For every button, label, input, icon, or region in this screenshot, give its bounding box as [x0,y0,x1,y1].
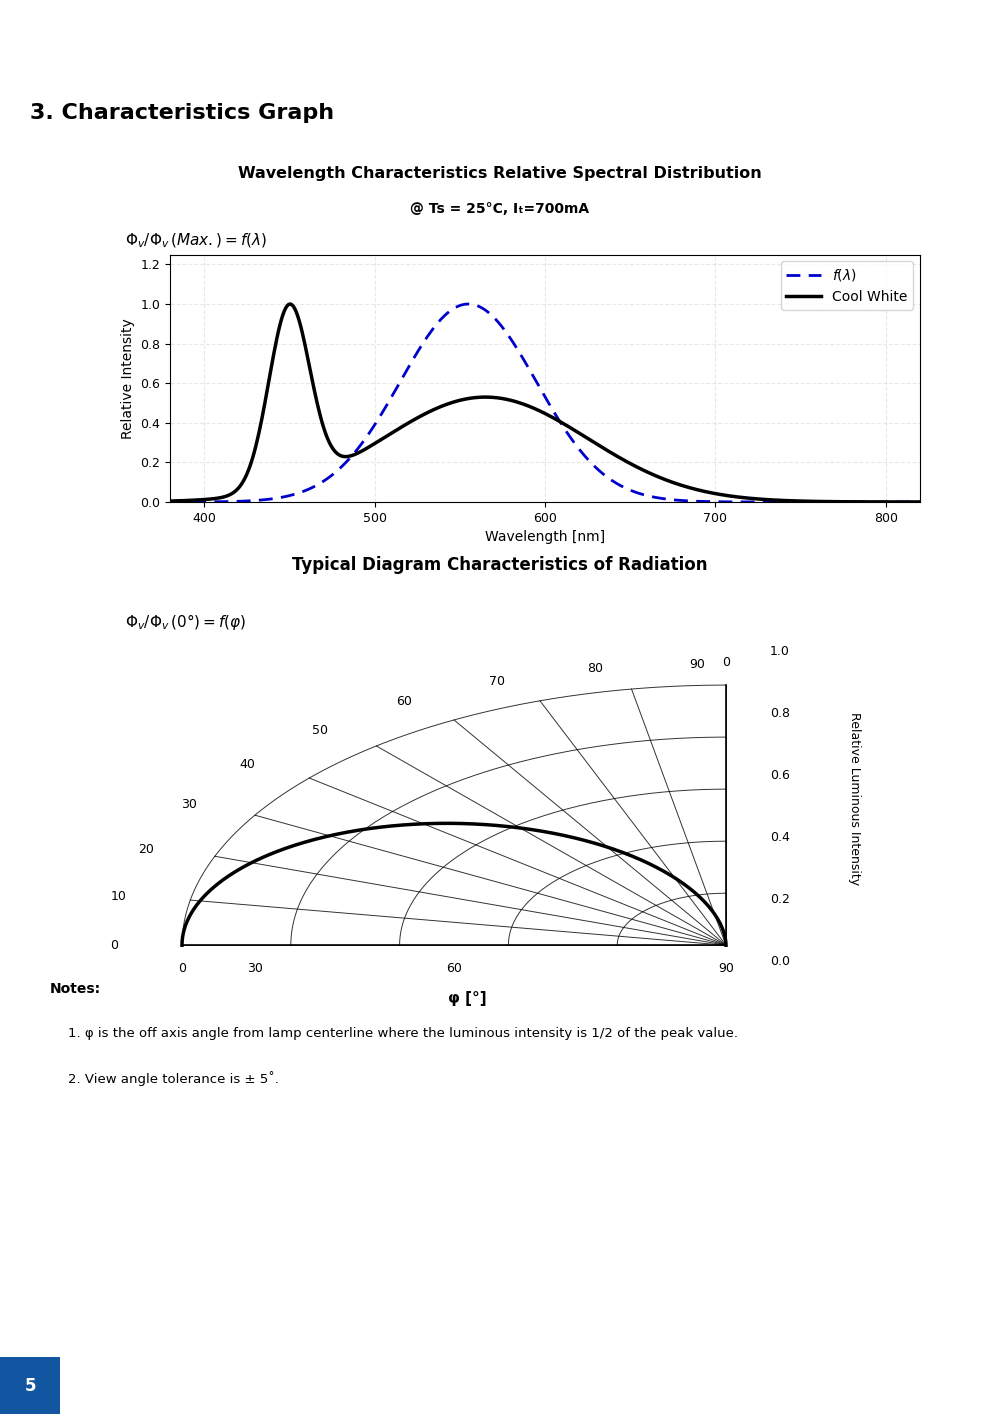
Text: EVERLIGHT: EVERLIGHT [720,17,876,41]
Text: $\Phi_v/\Phi_v\,(0°) = f(\varphi)$: $\Phi_v/\Phi_v\,(0°) = f(\varphi)$ [125,612,246,632]
Text: 1. φ is the off axis angle from lamp centerline where the luminous intensity is : 1. φ is the off axis angle from lamp cen… [68,1027,738,1039]
Text: 20: 20 [138,843,154,855]
Text: Notes:: Notes: [50,981,101,995]
Text: 40: 40 [240,758,256,771]
Text: 30: 30 [247,962,263,974]
Text: φ [°]: φ [°] [448,991,487,1005]
Text: www.everlight.com: www.everlight.com [850,1379,970,1393]
Text: Wavelength Characteristics Relative Spectral Distribution: Wavelength Characteristics Relative Spec… [238,165,762,181]
Text: 0.6: 0.6 [770,769,790,782]
Text: 60: 60 [396,696,412,708]
Text: CH2016-C07001H-AM: CH2016-C07001H-AM [20,52,187,66]
Text: Typical Diagram Characteristics of Radiation: Typical Diagram Characteristics of Radia… [292,556,708,574]
Text: 10: 10 [111,889,127,904]
Text: 0: 0 [178,962,186,974]
Text: 90: 90 [690,658,706,670]
Text: AUTOMOTIVE: AUTOMOTIVE [760,51,853,65]
Text: 0.4: 0.4 [770,831,790,844]
Text: 3. Characteristics Graph: 3. Characteristics Graph [30,103,334,123]
Text: DATASHEET: DATASHEET [20,18,111,33]
Text: 0.0: 0.0 [770,954,790,969]
Text: 2. View angle tolerance is ± 5˚.: 2. View angle tolerance is ± 5˚. [68,1072,279,1086]
Text: @ Ts = 25°C, Iₜ=700mA: @ Ts = 25°C, Iₜ=700mA [410,202,590,215]
Text: 0.2: 0.2 [770,894,790,906]
Text: 1.0: 1.0 [770,645,790,659]
Text: 0: 0 [722,656,730,669]
FancyBboxPatch shape [0,1357,60,1414]
Text: 0.8: 0.8 [770,707,790,720]
Text: $\Phi_v/\Phi_v\,(Max.) = f(\lambda)$: $\Phi_v/\Phi_v\,(Max.) = f(\lambda)$ [125,230,267,250]
Text: 90: 90 [718,962,734,974]
Text: 60: 60 [446,962,462,974]
X-axis label: Wavelength [nm]: Wavelength [nm] [485,530,605,544]
Text: 70: 70 [489,674,505,687]
Text: 30: 30 [181,799,197,812]
Text: 5: 5 [24,1377,36,1394]
Text: Relative Luminous Intensity: Relative Luminous Intensity [848,713,862,885]
Legend: $f(\lambda)$, Cool White: $f(\lambda)$, Cool White [781,262,913,310]
Text: 50: 50 [312,724,328,737]
Text: Copyright © 2016, Everlight All Rights Reserved. Release Date: Mar.24.2017   Iss: Copyright © 2016, Everlight All Rights R… [234,1380,766,1391]
Text: 80: 80 [588,662,604,674]
Y-axis label: Relative Intensity: Relative Intensity [121,318,135,438]
Text: 0: 0 [110,939,118,952]
